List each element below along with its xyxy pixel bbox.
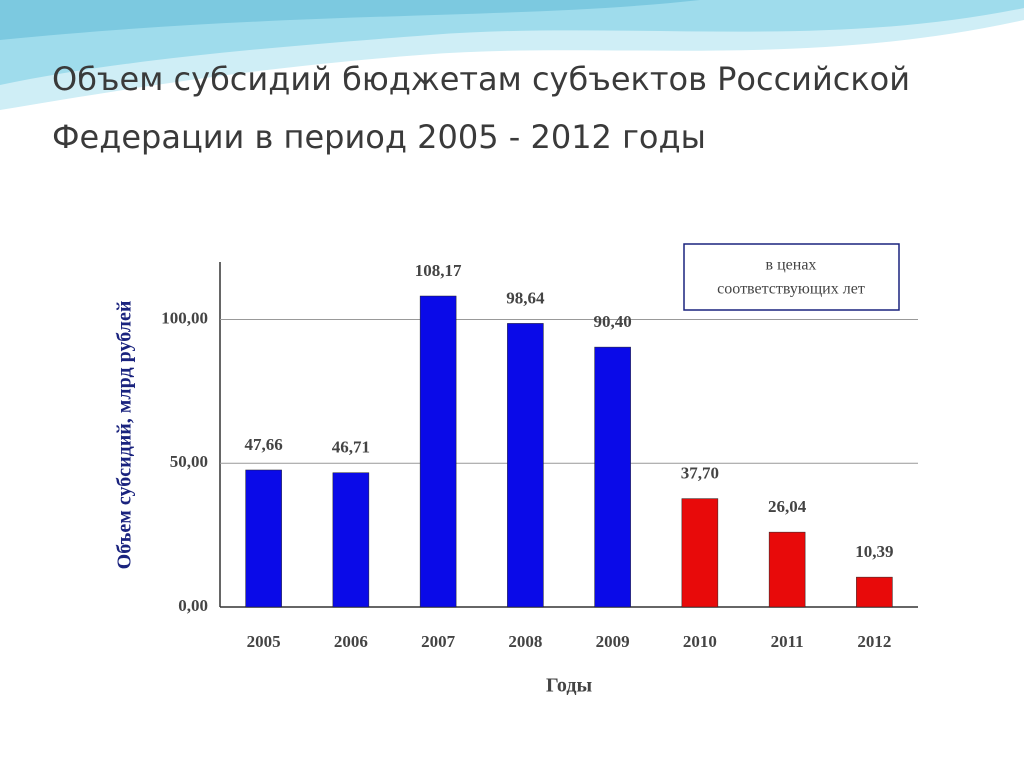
bar <box>507 323 544 608</box>
bar <box>419 295 457 608</box>
value-label: 98,64 <box>506 288 545 307</box>
y-tick-label: 50,00 <box>170 452 208 471</box>
bar <box>856 576 893 608</box>
bar <box>245 469 282 608</box>
bar <box>594 346 631 608</box>
x-axis-label: Годы <box>546 675 593 697</box>
annotation: в ценах <box>766 257 817 274</box>
x-tick-label: 2010 <box>683 632 717 651</box>
slide-title: Объем субсидий бюджетам субъектов Россий… <box>52 60 911 156</box>
y-axis-label: Объем субсидий, млрд рублей <box>114 301 136 570</box>
x-tick-label: 2008 <box>508 632 542 651</box>
value-label: 26,04 <box>768 497 807 516</box>
annotation-box <box>683 243 900 311</box>
y-tick-label: 100,00 <box>161 308 208 327</box>
value-label: 46,71 <box>332 438 370 457</box>
x-tick-label: 2009 <box>596 632 630 651</box>
x-tick-label: 2006 <box>334 632 368 651</box>
value-label: 47,66 <box>245 435 283 454</box>
value-label: 90,40 <box>594 312 632 331</box>
x-tick-label: 2007 <box>421 632 456 651</box>
annotation: соответствующих лет <box>717 281 865 298</box>
y-tick-label: 0,00 <box>178 596 208 615</box>
bar <box>768 531 806 608</box>
value-label: 108,17 <box>415 261 462 280</box>
value-label: 10,39 <box>855 542 893 561</box>
wave <box>0 0 700 40</box>
bar <box>332 472 370 608</box>
x-tick-label: 2005 <box>247 632 281 651</box>
bar <box>681 498 719 608</box>
value-label: 37,70 <box>681 464 719 483</box>
x-tick-label: 2011 <box>771 632 804 651</box>
x-tick-label: 2012 <box>857 632 891 651</box>
